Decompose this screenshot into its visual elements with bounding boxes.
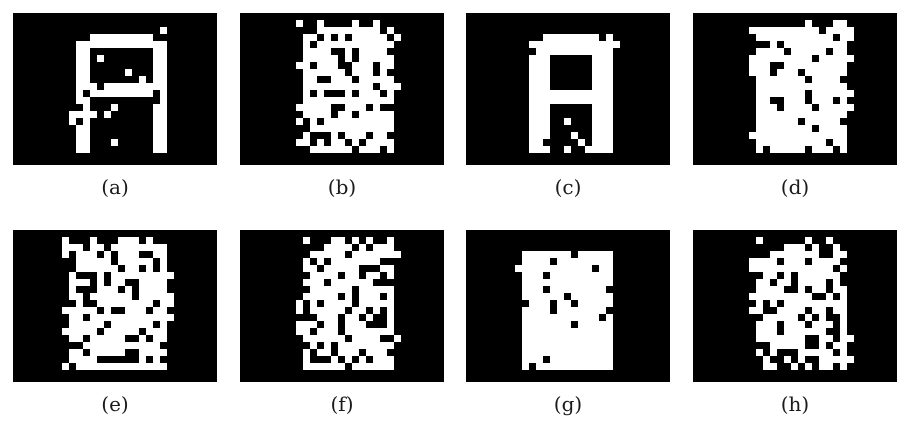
panel-h: (h)	[693, 230, 897, 416]
panel-caption: (b)	[327, 175, 357, 199]
panel-caption: (c)	[554, 175, 582, 199]
letter-a-image-b	[240, 13, 444, 165]
panel-c: (c)	[466, 13, 670, 199]
panel-caption: (g)	[553, 392, 583, 416]
letter-a-image-g	[466, 230, 670, 382]
panel-caption: (e)	[101, 392, 129, 416]
letter-a-image-d	[693, 13, 897, 165]
panel-e: (e)	[13, 230, 217, 416]
panel-caption: (h)	[780, 392, 810, 416]
letter-a-image-c	[466, 13, 670, 165]
panel-caption: (a)	[101, 175, 129, 199]
letter-a-image-f	[240, 230, 444, 382]
panel-caption: (d)	[780, 175, 810, 199]
panel-f: (f)	[240, 230, 444, 416]
panel-a: (a)	[13, 13, 217, 199]
panel-d: (d)	[693, 13, 897, 199]
panel-g: (g)	[466, 230, 670, 416]
panel-caption: (f)	[330, 392, 354, 416]
letter-a-image-h	[693, 230, 897, 382]
letter-a-image-a	[13, 13, 217, 165]
letter-a-image-e	[13, 230, 217, 382]
panel-b: (b)	[240, 13, 444, 199]
